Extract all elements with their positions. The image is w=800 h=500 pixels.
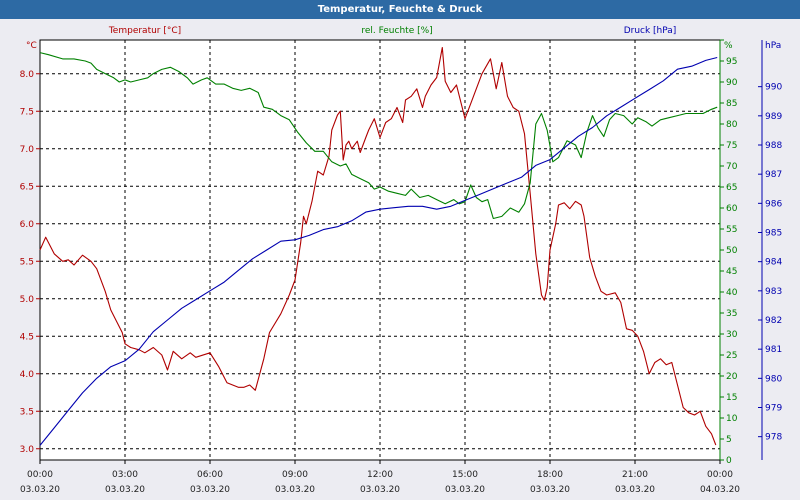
pressure-tick-label: 990 bbox=[765, 83, 782, 93]
x-tick-label-time: 00:00 bbox=[27, 470, 53, 480]
humidity-tick-label: 25 bbox=[726, 351, 737, 361]
x-tick-label-date: 03.03.20 bbox=[445, 485, 485, 495]
pressure-tick-label: 982 bbox=[765, 316, 782, 326]
humidity-tick-label: 65 bbox=[726, 183, 737, 193]
humidity-tick-label: 40 bbox=[726, 288, 738, 298]
x-tick-label-date: 03.03.20 bbox=[360, 485, 400, 495]
humidity-tick-label: 60 bbox=[726, 204, 738, 214]
pressure-tick-label: 985 bbox=[765, 229, 782, 239]
temperature-tick-label: 5.5 bbox=[20, 257, 34, 267]
humidity-tick-label: 75 bbox=[726, 141, 737, 151]
window-title: Temperatur, Feuchte & Druck bbox=[0, 0, 800, 19]
x-tick-label-date: 03.03.20 bbox=[105, 485, 145, 495]
x-tick-label-date: 04.03.20 bbox=[700, 485, 740, 495]
axis-ticks: 00:00 03.03.20 03:00 03.03.20 06:00 03.03.20 0… bbox=[20, 39, 782, 495]
x-tick-label-time: 12:00 bbox=[367, 470, 393, 480]
pressure-tick-label: 978 bbox=[765, 433, 782, 443]
x-tick-label-date: 03.03.20 bbox=[275, 485, 315, 495]
data-series bbox=[39, 46, 718, 446]
pressure-tick-label: 988 bbox=[765, 141, 782, 151]
temperature-tick-label: 4.5 bbox=[20, 332, 34, 342]
x-tick-label-time: 15:00 bbox=[452, 470, 478, 480]
pressure-tick-label: 980 bbox=[765, 374, 782, 384]
humidity-tick-label: 95 bbox=[726, 57, 737, 67]
humidity-tick-label: 35 bbox=[726, 309, 737, 319]
humidity-tick-label: 50 bbox=[726, 246, 738, 256]
humidity-tick-label: 55 bbox=[726, 225, 737, 235]
humidity-tick-label: 80 bbox=[726, 120, 738, 130]
humidity-tick-label: 85 bbox=[726, 99, 737, 109]
pressure-tick-label: 983 bbox=[765, 287, 782, 297]
humidity-axis-title: rel. Feuchte [%] bbox=[361, 26, 432, 36]
pressure-line bbox=[39, 56, 718, 446]
temperature-tick-label: 7.0 bbox=[20, 145, 35, 155]
pressure-tick-label: 987 bbox=[765, 170, 782, 180]
humidity-tick-label: 45 bbox=[726, 267, 737, 277]
pressure-tick-label: 989 bbox=[765, 112, 782, 122]
temperature-unit-label: °C bbox=[26, 41, 37, 51]
humidity-tick-label: 15 bbox=[726, 393, 737, 403]
x-tick-label-time: 09:00 bbox=[282, 470, 308, 480]
temperature-tick-label: 6.5 bbox=[20, 182, 34, 192]
temperature-tick-label: 7.5 bbox=[20, 107, 34, 117]
humidity-unit-label: % bbox=[724, 41, 733, 51]
pressure-tick-label: 984 bbox=[765, 258, 782, 268]
temperature-tick-label: 5.0 bbox=[20, 295, 35, 305]
temperature-tick-label: 3.5 bbox=[20, 407, 34, 417]
humidity-tick-label: 90 bbox=[726, 78, 738, 88]
humidity-tick-label: 20 bbox=[726, 372, 738, 382]
x-tick-label-date: 03.03.20 bbox=[530, 485, 570, 495]
x-tick-label-time: 00:00 bbox=[707, 470, 733, 480]
temperature-line bbox=[39, 46, 717, 446]
x-tick-label-date: 03.03.20 bbox=[615, 485, 655, 495]
grid-lines bbox=[40, 40, 720, 460]
line-chart: 00:00 03.03.20 03:00 03.03.20 06:00 03.03.20 0… bbox=[20, 26, 783, 495]
humidity-tick-label: 0 bbox=[726, 456, 732, 466]
pressure-tick-label: 986 bbox=[765, 199, 782, 209]
humidity-tick-label: 70 bbox=[726, 162, 738, 172]
temperature-tick-label: 8.0 bbox=[20, 70, 35, 80]
x-tick-label-time: 03:00 bbox=[112, 470, 138, 480]
pressure-tick-label: 981 bbox=[765, 345, 782, 355]
x-tick-label-time: 06:00 bbox=[197, 470, 223, 480]
pressure-axis-title: Druck [hPa] bbox=[624, 26, 677, 36]
humidity-line bbox=[39, 52, 718, 220]
temperature-tick-label: 6.0 bbox=[20, 220, 35, 230]
temperature-tick-label: 3.0 bbox=[20, 445, 35, 455]
pressure-tick-label: 979 bbox=[765, 404, 782, 414]
x-tick-label-time: 18:00 bbox=[537, 470, 563, 480]
humidity-tick-label: 10 bbox=[726, 414, 738, 424]
x-tick-label-date: 03.03.20 bbox=[20, 485, 60, 495]
x-tick-label-time: 21:00 bbox=[622, 470, 648, 480]
temperature-tick-label: 4.0 bbox=[20, 370, 35, 380]
temperature-axis-title: Temperatur [°C] bbox=[108, 26, 181, 36]
humidity-tick-label: 30 bbox=[726, 330, 738, 340]
humidity-tick-label: 5 bbox=[726, 435, 732, 445]
pressure-unit-label: hPa bbox=[765, 41, 781, 51]
x-tick-label-date: 03.03.20 bbox=[190, 485, 230, 495]
